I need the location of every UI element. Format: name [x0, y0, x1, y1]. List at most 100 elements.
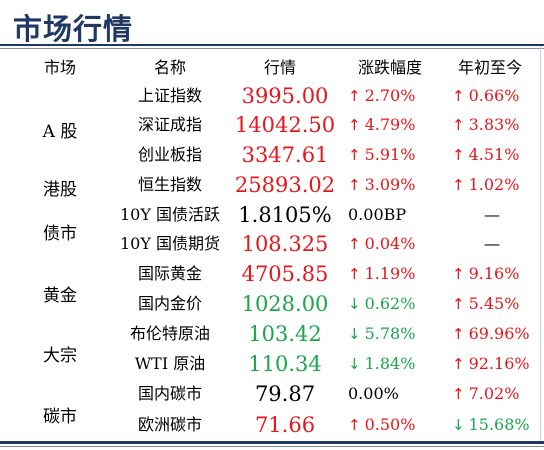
bottom-rule [0, 441, 544, 444]
header-name: 名称 [153, 58, 186, 77]
row-change: ↑ 3.09% [336, 173, 440, 197]
arrow-up-icon: ↑ [348, 146, 361, 164]
row-change: ↑ 1.19% [336, 262, 440, 286]
header-market: 市场 [43, 58, 76, 77]
row-quote: 1028.00 [241, 292, 329, 316]
row-change: ↑ 5.91% [336, 143, 440, 167]
arrow-up-icon: ↑ [452, 116, 465, 134]
row-ytd: ↑ 3.83% [444, 113, 544, 137]
value-text: 4.51% [468, 145, 520, 164]
group-commodity: 大宗 [43, 346, 77, 366]
group-bond: 债市 [43, 224, 77, 244]
row-change: ↑ 0.04% [336, 232, 440, 256]
value-text: 0.00BP [348, 205, 407, 224]
header-change: 涨跌幅度 [357, 58, 422, 77]
value-text: 5.91% [364, 145, 416, 164]
arrow-up-icon: ↑ [452, 385, 465, 403]
row-quote: 3347.61 [241, 143, 329, 167]
row-ytd: ↑ 7.02% [444, 382, 544, 406]
header-quote: 行情 [263, 58, 296, 77]
value-text: 3.09% [364, 175, 416, 194]
value-text: 2.70% [364, 86, 416, 105]
arrow-up-icon: ↑ [452, 325, 465, 343]
row-ytd: ↑ 69.96% [444, 322, 544, 346]
arrow-up-icon: ↑ [452, 295, 465, 313]
arrow-up-icon: ↑ [452, 265, 465, 283]
row-change: 0.00BP [336, 203, 440, 227]
arrow-down-icon: ↓ [452, 416, 465, 434]
group-gold: 黄金 [43, 286, 77, 306]
value-text: 0.50% [364, 415, 416, 434]
row-quote: 1.8105% [238, 203, 332, 227]
row-change: ↓ 0.62% [336, 292, 440, 316]
row-quote: 79.87 [254, 382, 316, 406]
value-text: 7.02% [468, 384, 520, 403]
value-text: 0.00% [348, 384, 399, 403]
row-ytd: ↑ 5.45% [444, 292, 544, 316]
row-name: 恒生指数 [137, 175, 202, 194]
arrow-up-icon: ↑ [452, 87, 465, 105]
arrow-up-icon: ↑ [348, 265, 361, 283]
arrow-down-icon: ↓ [348, 355, 361, 373]
row-ytd: — [444, 203, 540, 227]
page-title: 市场行情 [13, 12, 134, 46]
top-rule-thin [0, 48, 544, 49]
group-hk: 港股 [43, 180, 77, 200]
value-text: 0.66% [468, 86, 520, 105]
row-quote: 3995.00 [241, 84, 329, 108]
top-rule [0, 44, 544, 46]
row-name: 欧洲碳市 [137, 415, 202, 434]
row-ytd: ↑ 92.16% [444, 352, 544, 376]
value-text: 4.79% [364, 115, 416, 134]
arrow-up-icon: ↑ [452, 355, 465, 373]
row-name: 创业板指 [137, 145, 202, 164]
value-text: 92.16% [468, 354, 530, 373]
row-name: 布伦特原油 [129, 324, 210, 343]
value-text: 9.16% [468, 264, 520, 283]
row-quote: 108.325 [241, 232, 329, 256]
value-text: 3.83% [468, 115, 520, 134]
row-name: 10Y 国债期货 [119, 234, 220, 253]
value-text: 1.84% [364, 354, 416, 373]
row-quote: 110.34 [248, 352, 322, 376]
row-change: ↑ 2.70% [336, 84, 440, 108]
row-quote: 103.42 [248, 322, 322, 346]
value-text: 5.78% [364, 324, 416, 343]
row-change: ↓ 1.84% [336, 352, 440, 376]
row-name: WTI 原油 [134, 354, 206, 373]
row-name: 上证指数 [137, 86, 202, 105]
row-ytd: ↑ 0.66% [444, 84, 544, 108]
row-ytd: ↑ 4.51% [444, 143, 544, 167]
value-text: — [484, 234, 500, 253]
value-text: — [484, 205, 500, 224]
row-change: ↑ 4.79% [336, 113, 440, 137]
value-text: 69.96% [468, 324, 530, 343]
row-change: ↑ 0.50% [336, 413, 440, 437]
arrow-up-icon: ↑ [348, 176, 361, 194]
arrow-up-icon: ↑ [348, 116, 361, 134]
group-carbon: 碳市 [43, 407, 77, 427]
row-ytd: — [444, 232, 540, 256]
value-text: 1.02% [468, 175, 520, 194]
group-a-share: A 股 [42, 122, 78, 142]
row-ytd: ↓ 15.68% [444, 413, 544, 437]
row-quote: 4705.85 [241, 262, 329, 286]
arrow-up-icon: ↑ [348, 235, 361, 253]
row-name: 10Y 国债活跃 [119, 205, 220, 224]
right-border [540, 46, 541, 442]
arrow-up-icon: ↑ [452, 176, 465, 194]
row-name: 深证成指 [137, 115, 202, 134]
value-text: 1.19% [364, 264, 416, 283]
value-text: 0.04% [364, 234, 416, 253]
row-name: 国际黄金 [137, 264, 202, 283]
value-text: 15.68% [468, 415, 530, 434]
value-text: 5.45% [468, 294, 520, 313]
row-ytd: ↑ 9.16% [444, 262, 544, 286]
row-quote: 14042.50 [234, 113, 336, 137]
arrow-down-icon: ↓ [348, 295, 361, 313]
arrow-up-icon: ↑ [452, 146, 465, 164]
bottom-rule-thin [0, 446, 544, 447]
arrow-up-icon: ↑ [348, 87, 361, 105]
row-quote: 71.66 [254, 413, 316, 437]
